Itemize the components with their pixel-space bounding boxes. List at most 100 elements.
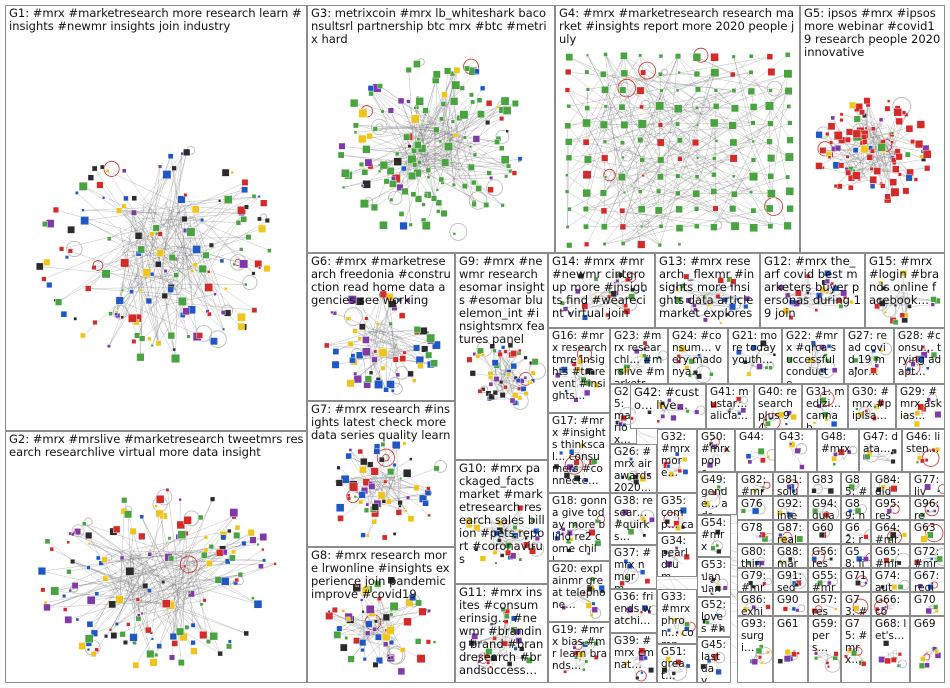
edge: [696, 57, 771, 91]
node: [782, 606, 788, 612]
edge: [870, 123, 893, 158]
node: [504, 174, 509, 179]
node: [221, 168, 230, 177]
edge: [84, 212, 143, 221]
edge: [568, 73, 788, 143]
edge: [568, 105, 736, 227]
edge: [123, 209, 203, 221]
edge: [380, 135, 429, 169]
node: [140, 611, 144, 615]
node: [584, 105, 590, 111]
group-label: G49: gende… ads…: [701, 474, 728, 514]
edge: [640, 125, 698, 192]
self-loop: [677, 132, 691, 145]
group-panel-g27: G27: read covid 19 major…: [844, 328, 894, 384]
edge: [490, 373, 506, 375]
edge: [135, 602, 221, 654]
edge: [112, 597, 122, 605]
node: [852, 129, 861, 138]
edge: [568, 71, 734, 91]
node: [853, 115, 861, 123]
edge: [134, 227, 143, 339]
edge: [356, 610, 370, 641]
self-loop: [923, 653, 931, 661]
self-loop: [386, 647, 404, 665]
node: [796, 447, 802, 453]
edge: [383, 473, 407, 512]
edge: [425, 156, 465, 187]
node: [155, 261, 162, 268]
node: [766, 455, 770, 459]
edge: [679, 72, 789, 92]
edge: [431, 118, 502, 175]
edge: [603, 90, 717, 194]
edge: [696, 208, 788, 227]
edge: [350, 345, 397, 384]
edge: [813, 485, 824, 491]
node: [410, 114, 420, 124]
edge: [348, 455, 393, 481]
edge: [179, 210, 198, 337]
edge: [440, 114, 465, 160]
node: [695, 86, 701, 93]
node: [729, 154, 738, 163]
node: [892, 160, 897, 165]
edge: [172, 257, 190, 261]
node: [657, 156, 665, 164]
edge: [441, 138, 474, 183]
edge: [148, 236, 249, 269]
edge: [175, 566, 185, 609]
edge: [504, 365, 514, 380]
edge: [502, 357, 526, 382]
edge: [397, 158, 447, 162]
node: [115, 312, 121, 319]
edge: [603, 72, 715, 194]
edge: [128, 608, 149, 631]
edge: [885, 114, 907, 157]
node: [786, 205, 794, 213]
edge: [642, 90, 678, 125]
edge: [641, 123, 678, 210]
node: [84, 634, 94, 644]
edge: [170, 238, 184, 290]
edge: [158, 582, 236, 596]
node: [602, 242, 607, 246]
edge: [661, 90, 697, 194]
node: [403, 617, 412, 626]
group-panel-g73: G73: #mrx…: [841, 592, 871, 616]
edge: [84, 220, 173, 265]
edge: [142, 560, 265, 604]
edge: [659, 56, 679, 107]
node: [397, 500, 403, 506]
node: [489, 175, 494, 180]
group-panel-g5: G5: ipsos #mrx #ipsos more webinar #covi…: [800, 5, 945, 253]
edge: [428, 129, 471, 147]
node: [899, 312, 906, 318]
edge: [839, 179, 871, 187]
node: [399, 477, 403, 480]
node: [114, 622, 119, 626]
node: [417, 362, 424, 369]
node: [347, 340, 354, 347]
node: [506, 372, 512, 377]
edge: [374, 137, 406, 208]
node: [765, 204, 774, 213]
node: [796, 651, 800, 655]
node: [87, 542, 91, 546]
edge: [362, 326, 371, 341]
edge: [566, 72, 644, 192]
node: [227, 528, 232, 534]
node: [433, 465, 440, 472]
edge: [129, 574, 154, 663]
edge: [604, 89, 625, 193]
node: [357, 448, 363, 455]
edge: [419, 151, 479, 189]
node: [235, 220, 242, 226]
edge: [398, 489, 430, 516]
node: [364, 158, 373, 167]
group-panel-g24: G24: #consum… very madonya…: [668, 328, 728, 384]
edge: [130, 189, 245, 266]
node: [66, 569, 72, 575]
node: [71, 582, 79, 590]
edge: [499, 365, 514, 382]
